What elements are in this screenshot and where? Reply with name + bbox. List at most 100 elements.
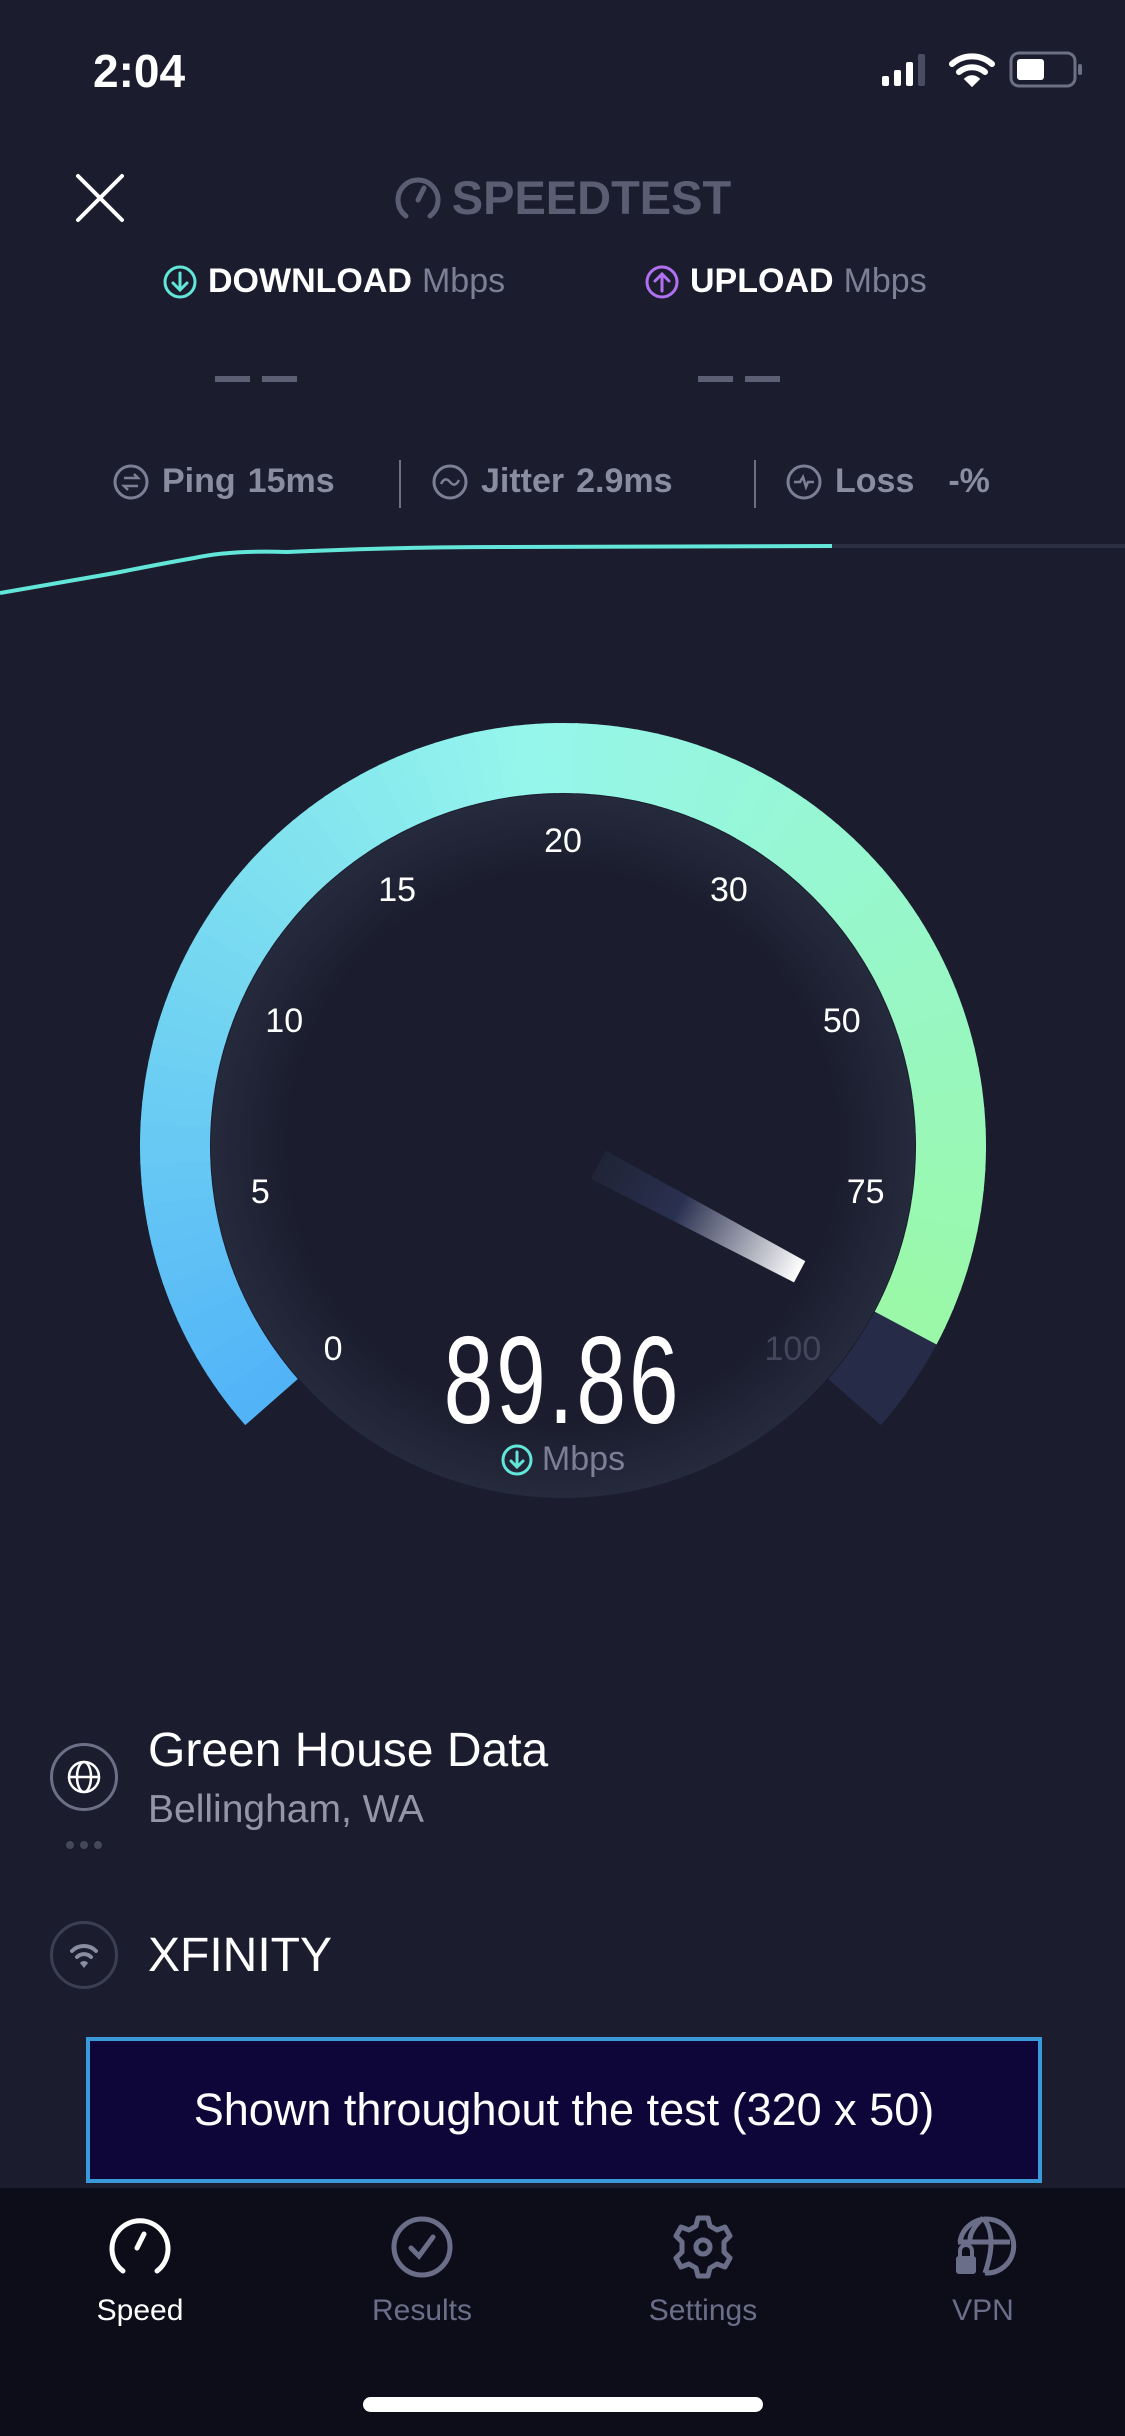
- current-speed-unit: Mbps: [0, 1440, 1125, 1479]
- gauge-tick-label: 5: [251, 1173, 270, 1211]
- gauge-fill-segment: [164, 982, 238, 1028]
- tab-speed[interactable]: Speed: [40, 2210, 240, 2328]
- tab-settings[interactable]: Settings: [603, 2210, 803, 2328]
- change-server-button[interactable]: [50, 1743, 118, 1811]
- gauge-fill-segment: [234, 861, 302, 924]
- jitter-value: 2.9ms: [576, 462, 673, 500]
- cellular-signal-icon: [882, 54, 925, 86]
- speed-graph: [0, 544, 1125, 595]
- close-button[interactable]: [72, 170, 128, 226]
- tab-vpn[interactable]: VPN: [883, 2210, 1083, 2328]
- gauge-fill-segment: [162, 1259, 236, 1304]
- tab-label: Settings: [648, 2294, 758, 2327]
- gauge-fill-segment: [261, 832, 326, 899]
- status-icons: [882, 51, 1082, 88]
- gauge-fill-segment: [189, 927, 261, 981]
- download-value-placeholder: [215, 376, 297, 386]
- upload-arrow-icon: [645, 265, 679, 298]
- gauge-fill-segment: [859, 915, 931, 971]
- loss-icon: [786, 464, 822, 499]
- speedtest-logo: SPEEDTEST: [0, 170, 1125, 225]
- gauge-fill-segment: [140, 1158, 212, 1186]
- gauge-fill-segment: [377, 756, 426, 829]
- gauge-fill-segment: [911, 1181, 984, 1213]
- gauge-fill-segment: [434, 736, 475, 810]
- gauge-fill-segment: [140, 1120, 211, 1145]
- gauge-fill-segment: [341, 773, 396, 846]
- gauge-fill-segment: [899, 1232, 974, 1272]
- gauge-fill-segment: [142, 1080, 215, 1111]
- gauge-fill-segment: [868, 933, 940, 986]
- download-unit: Mbps: [421, 262, 506, 300]
- gauge-fill-segment: [395, 748, 442, 822]
- gauge-fill-segment: [849, 899, 920, 957]
- gauge-fill-segment: [158, 1001, 232, 1044]
- gauge-fill-segment: [901, 1027, 975, 1066]
- gauge-fill-segment: [876, 951, 949, 1002]
- more-dots-icon: [66, 1841, 102, 1849]
- gauge-fill-segment: [513, 723, 542, 796]
- wifi-icon: [949, 53, 995, 88]
- gauge-fill-segment: [156, 1242, 230, 1285]
- checkmark-circle-icon: [391, 2216, 453, 2278]
- jitter-icon: [432, 464, 468, 499]
- logo-text: SPEEDTEST: [451, 171, 732, 224]
- tab-label: Results: [371, 2294, 473, 2327]
- ad-banner[interactable]: Shown throughout the test (320 x 50): [86, 2037, 1042, 2183]
- gauge-fill-segment: [839, 882, 909, 943]
- gauge-fill-segment: [171, 963, 245, 1012]
- gauge-fill-segment: [152, 1020, 226, 1061]
- gauge-fill-segment: [623, 729, 660, 803]
- gauge-fill-segment: [221, 877, 291, 938]
- gauge-fill-segment: [199, 910, 271, 966]
- tab-label: VPN: [952, 2294, 1014, 2327]
- tab-label: Speed: [96, 2294, 184, 2327]
- gauge-fill-segment: [307, 795, 367, 865]
- gauge-fill-segment: [913, 1164, 986, 1192]
- server-location: Bellingham, WA: [148, 1788, 424, 1831]
- ping-metric: Ping 15ms: [112, 462, 335, 501]
- globe-icon: [67, 1760, 101, 1794]
- gauge-fill-segment: [735, 777, 791, 849]
- gauge-fill-segment: [750, 787, 808, 858]
- gauge-tick-label: 30: [710, 871, 748, 909]
- gauge-fill-segment: [572, 723, 599, 795]
- gauge-fill-segment: [778, 811, 840, 880]
- gauge-fill-segment: [473, 728, 508, 802]
- gauge-fill-segment: [210, 893, 280, 952]
- gauge-fill-segment: [140, 1100, 213, 1128]
- gauge-fill-segment: [912, 1086, 985, 1117]
- gauge-fill-segment: [720, 767, 773, 840]
- gauge-fill-segment: [894, 1248, 968, 1292]
- current-speed: 89.86: [443, 1312, 682, 1450]
- download-arrow-icon: [501, 1444, 533, 1475]
- ping-icon: [113, 464, 149, 499]
- gauge-needle: [590, 1150, 806, 1283]
- loss-value: -%: [948, 462, 990, 500]
- gauge-fill-segment: [589, 724, 619, 797]
- divider: [754, 460, 756, 508]
- gauge-tick-label: 75: [847, 1173, 885, 1211]
- upload-unit: Mbps: [843, 262, 927, 300]
- gauge-fill-segment: [883, 969, 957, 1017]
- gear-icon: [673, 2215, 733, 2279]
- speedometer-icon: [109, 2218, 171, 2274]
- tab-results[interactable]: Results: [322, 2210, 522, 2328]
- gauge-fill-segment: [414, 742, 459, 816]
- gauge-fill-segment: [828, 867, 896, 929]
- jitter-metric: Jitter 2.9ms: [431, 462, 673, 501]
- gauge-fill-segment: [909, 1066, 983, 1100]
- ping-value: 15ms: [247, 462, 335, 500]
- gauge-tick-label: 15: [378, 871, 416, 909]
- gauge-fill-segment: [816, 852, 883, 916]
- wifi-icon: [70, 1944, 98, 1968]
- download-arrow-icon: [163, 265, 197, 298]
- gauge-fill-segment: [141, 1175, 214, 1206]
- status-time: 2:04: [93, 45, 186, 97]
- gauge-fill-segment: [804, 837, 870, 903]
- gauge-fill-segment: [890, 988, 964, 1034]
- home-indicator[interactable]: [363, 2397, 763, 2412]
- gauge-fill-segment: [915, 1147, 986, 1172]
- unit-label: Mbps: [541, 1440, 626, 1478]
- server-name[interactable]: Green House Data: [148, 1724, 549, 1777]
